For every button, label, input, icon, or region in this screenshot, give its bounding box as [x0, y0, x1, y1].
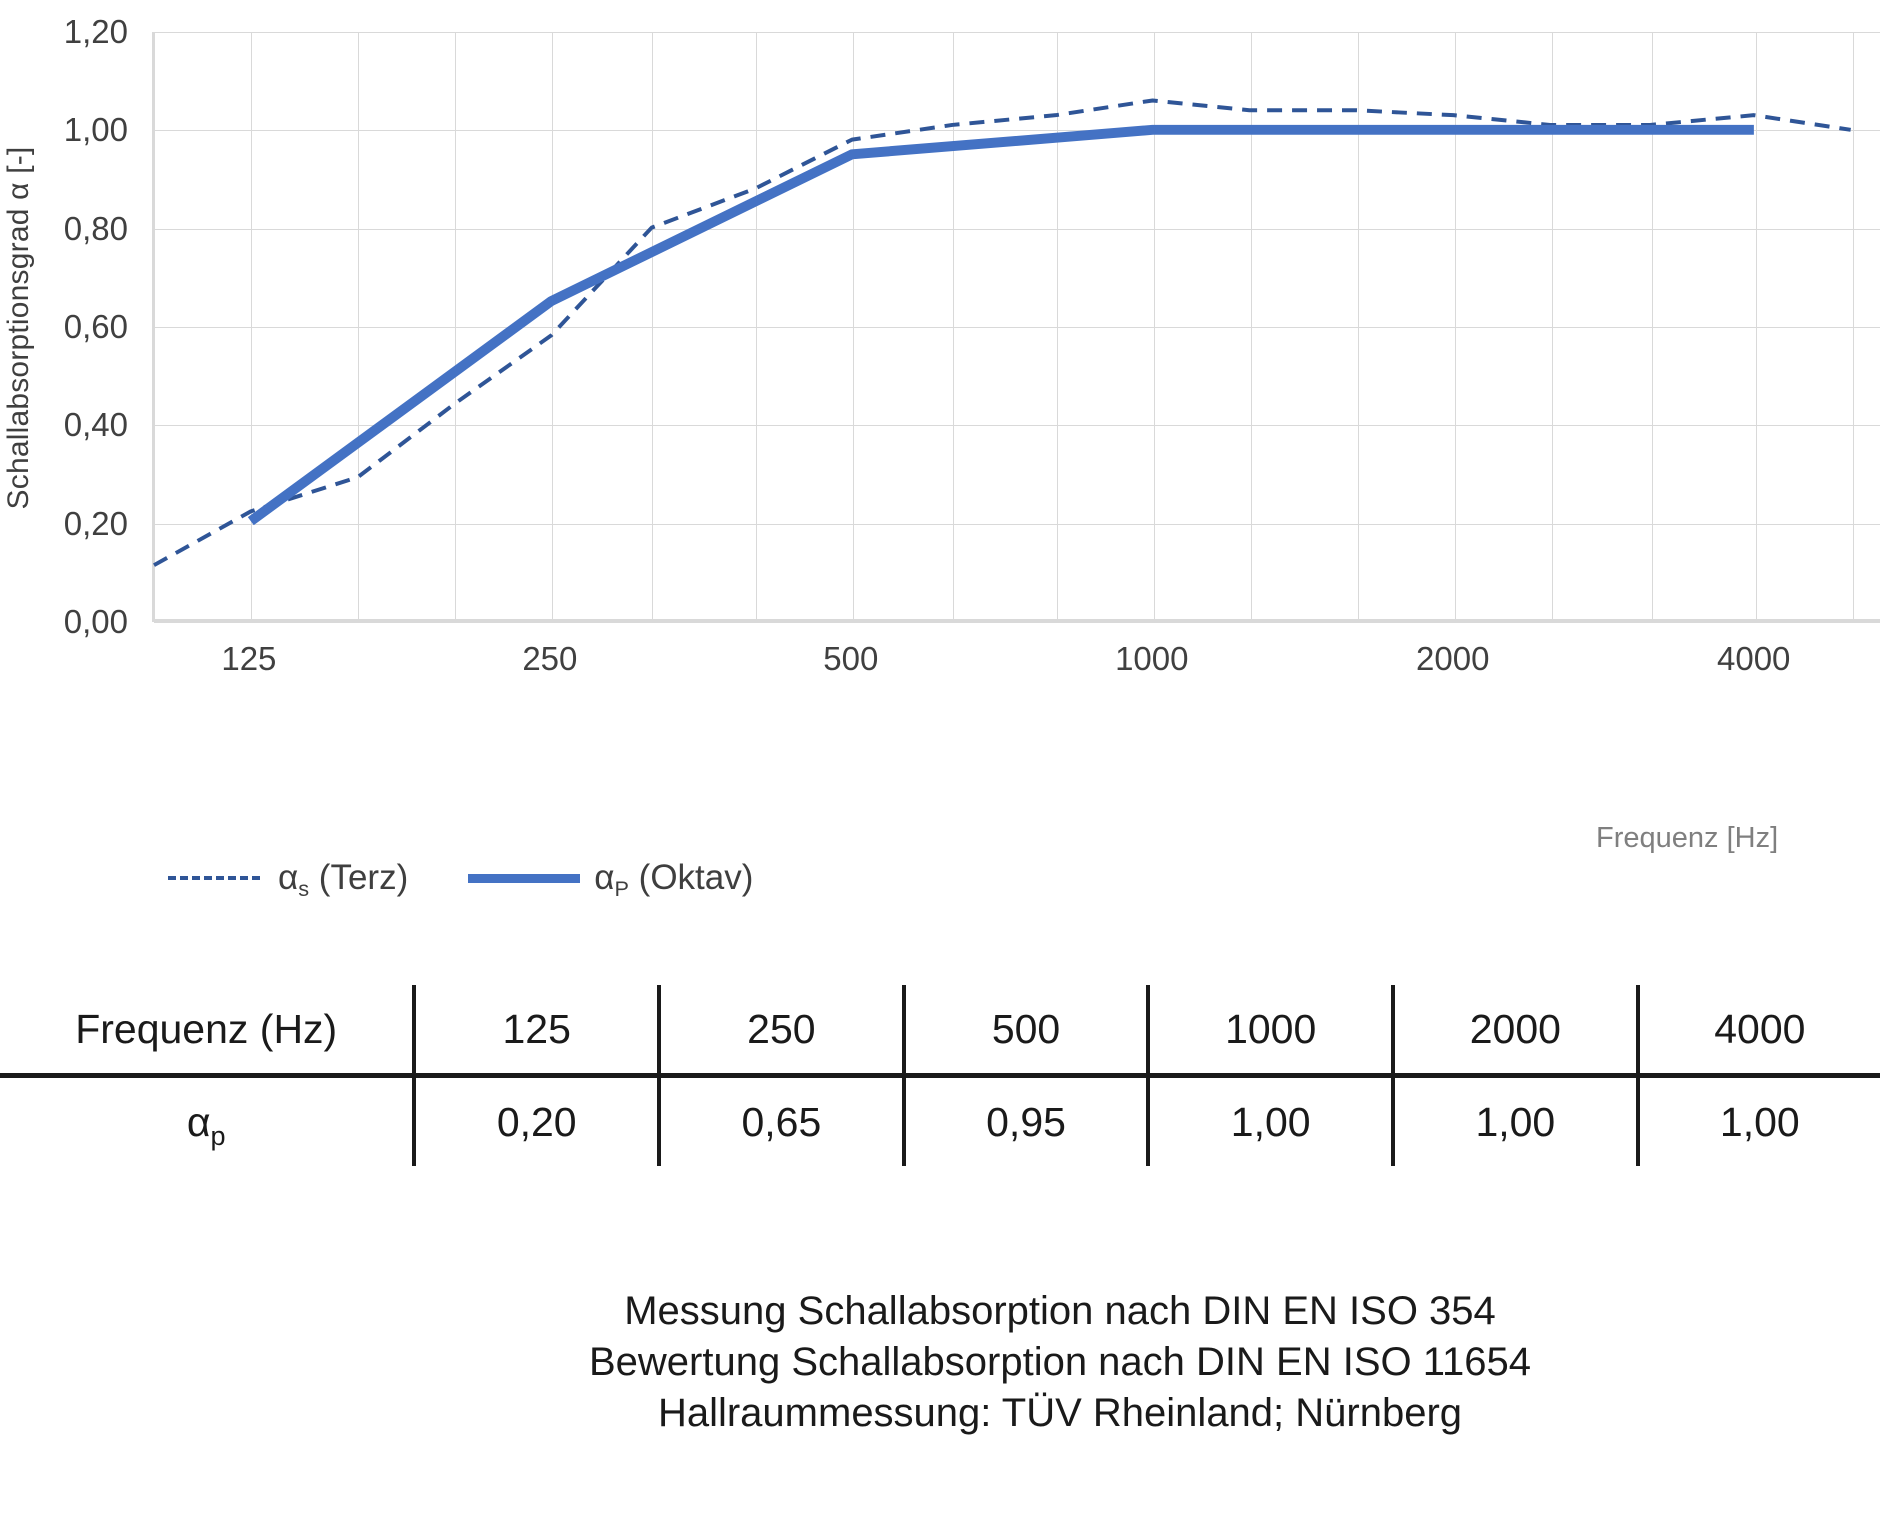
legend-label-oktav: αP (Oktav)	[594, 858, 754, 901]
dashed-line-icon	[168, 876, 260, 880]
gridline-vertical	[1250, 32, 1252, 619]
y-tick-label: 0,60	[63, 308, 128, 345]
gridline-vertical	[1357, 32, 1359, 619]
plot-area	[152, 32, 1880, 623]
y-tick-label: 0,80	[63, 209, 128, 247]
gridline-vertical	[1551, 32, 1553, 619]
gridline-vertical	[154, 32, 155, 619]
solid-line-icon	[468, 873, 581, 883]
table-row-label-alpha-p: αp	[0, 1075, 417, 1166]
table-data-cell: 1,00	[1719, 1098, 1800, 1145]
absorption-chart: Schallabsorptionsgrad α [-] 0,00 0,20 0,40…	[2, 13, 1880, 901]
x-tick-label: 2000	[1416, 640, 1490, 677]
gridline-vertical	[755, 32, 757, 619]
alpha-p-table: Frequenz (Hz) 125 250 500 1000 2000 4000 αp 0…	[0, 985, 1880, 1166]
x-tick-label: 125	[221, 640, 277, 677]
footer-line-3: Hallraummessung: TÜV Rheinland; Nürnberg	[657, 1391, 1463, 1436]
table-header-cell: 2000	[1393, 985, 1640, 1078]
table-header-cell: 4000	[1637, 985, 1880, 1078]
gridline-horizontal	[154, 32, 1880, 33]
legend-entry-terz: αs (Terz)	[168, 858, 409, 901]
footer-line-1: Messung Schallabsorption nach DIN EN ISO…	[624, 1289, 1496, 1333]
y-tick-label: 0,00	[63, 603, 128, 640]
y-tick-label: 0,40	[63, 406, 128, 444]
x-tick-label: 500	[823, 640, 879, 677]
table-header-cell: 250	[659, 985, 906, 1078]
gridline-horizontal	[154, 425, 1880, 427]
table-data-cell: 0,95	[903, 1075, 1151, 1166]
gridline-horizontal	[154, 228, 1880, 230]
gridline-vertical	[1153, 32, 1155, 619]
gridline-vertical	[1056, 32, 1058, 619]
series-lines	[153, 98, 1851, 567]
gridline-vertical	[652, 32, 654, 619]
table-header-cell: 1000	[1148, 985, 1396, 1078]
table-header-cell: 500	[903, 985, 1151, 1078]
gridline-vertical	[358, 32, 360, 619]
series-line-terz	[153, 98, 1851, 567]
gridline-horizontal	[154, 622, 1880, 623]
gridline-vertical	[551, 32, 553, 619]
y-tick-label: 1,20	[63, 13, 128, 50]
table-header-cell: 125	[414, 985, 662, 1078]
gridline-horizontal	[154, 523, 1880, 525]
gridline-vertical	[250, 32, 252, 619]
gridline-vertical	[454, 32, 456, 619]
gridline-horizontal	[154, 130, 1880, 132]
x-tick-label: 250	[522, 640, 578, 677]
legend-label-terz: αs (Terz)	[278, 858, 409, 901]
y-tick-label: 1,00	[63, 111, 128, 149]
x-tick-label: 4000	[1717, 640, 1791, 677]
gridline-vertical	[1755, 32, 1757, 619]
plot-inner	[153, 32, 1880, 623]
table-data-cell: 0,20	[414, 1075, 662, 1166]
table-data-cell: 1,00	[1148, 1075, 1396, 1166]
table-row: αp 0,20 0,65 0,95 1,00 1,00 1,00	[0, 1075, 1880, 1166]
y-tick-label: 0,20	[63, 504, 128, 542]
chart-legend: αs (Terz) αP (Oktav)	[168, 850, 753, 906]
gridline-vertical	[852, 32, 854, 619]
gridline-vertical	[1852, 32, 1854, 619]
x-tick-label: 1000	[1115, 640, 1189, 677]
table-header-frequenz: Frequenz (Hz)	[0, 985, 417, 1078]
alpha-p-table-block: Frequenz (Hz) 125 250 500 1000 2000 4000 αp 0…	[0, 985, 1880, 1166]
table-data-cell: 0,65	[659, 1075, 906, 1166]
gridline-vertical	[953, 32, 955, 619]
x-axis-title: Frequenz [Hz]	[1596, 822, 1779, 854]
table-data-cell: 1,00	[1393, 1075, 1640, 1166]
gridline-vertical	[1651, 32, 1653, 619]
gridline-horizontal	[154, 327, 1880, 328]
series-line-oktav	[247, 124, 1754, 526]
footer-line-2: Bewertung Schallabsorption nach DIN EN I…	[588, 1340, 1531, 1385]
gridline-vertical	[1454, 32, 1456, 619]
table-row: Frequenz (Hz) 125 250 500 1000 2000 4000	[0, 985, 1880, 1078]
footer-notes: Messung Schallabsorption nach DIN EN ISO…	[0, 1286, 1880, 1440]
legend-entry-oktav: αP (Oktav)	[468, 858, 754, 901]
